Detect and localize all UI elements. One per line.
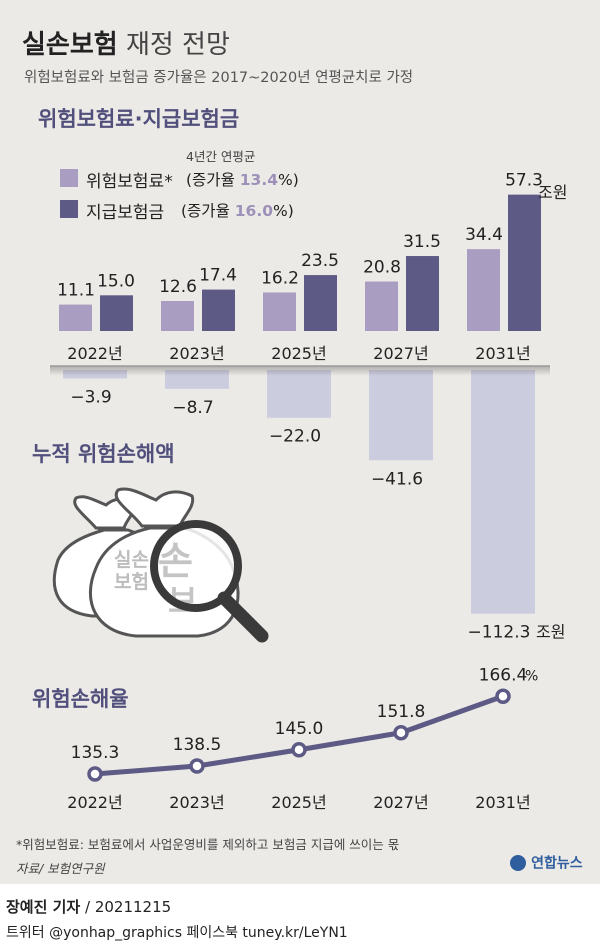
ratio-point [189, 758, 205, 774]
magnified-text-1: 손 [158, 539, 193, 583]
value-label-ratio: 151.8 [377, 702, 426, 722]
money-bag-illustration: 실손 보험 손 보 [52, 487, 269, 643]
bar-claims [406, 256, 439, 331]
loss-ratio-chart: 135.3 2022년 138.5 2023년 145.0 2025년 151.8 2027년… [67, 665, 538, 812]
bar-loss [369, 370, 433, 461]
legend-swatch-premium [60, 169, 78, 187]
avg-note: 4년간 연평균 [186, 149, 256, 164]
infographic-card: 실손보험 재정 전망 위험보험료와 보험금 증가율은 2017~2020년 연평… [0, 0, 600, 884]
legend-swatch-claims [60, 200, 78, 218]
bar-claims [100, 295, 133, 331]
category-label: 2022년 [67, 344, 122, 363]
value-label-claims: 15.0 [97, 271, 135, 291]
value-label-ratio: 166.4 [479, 665, 528, 685]
category-label: 2022년 [67, 793, 122, 812]
value-label-loss: −41.6 [371, 469, 423, 489]
value-label-ratio: 145.0 [275, 719, 324, 739]
chart-canvas: 실손 보험 손 보 11.1 15.0 2022년 12.617.4 2023년 16.2… [50, 171, 567, 812]
ratio-point [495, 688, 511, 704]
legend-label-claims: 지급보험금 [86, 203, 165, 223]
category-label: 2027년 [373, 793, 428, 812]
unit-label-premium: 조원 [538, 183, 567, 202]
publish-date: / 20211215 [80, 898, 172, 916]
premium-section-title: 위험보험료·지급보험금 [38, 107, 240, 131]
value-label-loss: −8.7 [172, 398, 213, 418]
ratio-point [87, 766, 103, 782]
bar-claims [202, 289, 235, 331]
value-label-claims: 57.3 [505, 171, 543, 191]
value-label-premium: 11.1 [57, 281, 95, 301]
value-label-premium: 34.4 [465, 225, 503, 245]
value-label-premium: 20.8 [363, 257, 401, 277]
value-label-claims: 17.4 [199, 266, 237, 286]
value-label-loss: −112.3 [468, 623, 531, 643]
bar-premium [365, 281, 398, 331]
credit-footer: 장예진 기자 / 20211215 트위터 @yonhap_graphics 페… [0, 884, 600, 946]
category-label: 2031년 [475, 793, 530, 812]
value-label-premium: 16.2 [261, 268, 299, 288]
value-label-claims: 31.5 [403, 232, 441, 252]
bar-claims [304, 275, 337, 331]
social-line: 트위터 @yonhap_graphics 페이스북 tuney.kr/LeYN1 [6, 925, 348, 941]
category-label: 2023년 [169, 793, 224, 812]
cumulative-loss-chart: −3.9 −8.7 −22.0 −41.6 −112.3 조원 [50, 365, 565, 643]
magnifier-icon: 손 보 [150, 520, 269, 643]
bar-claims [508, 194, 541, 331]
bar-loss [471, 370, 535, 614]
loss-section-title: 누적 위험손해액 [32, 442, 175, 466]
bar-loss [267, 370, 331, 418]
title-bold: 실손보험 [22, 30, 118, 60]
bar-premium [59, 304, 92, 331]
value-label-premium: 12.6 [159, 277, 197, 297]
reporter-line: 장예진 기자 / 20211215 [6, 896, 171, 917]
bag-text-line2: 보험 [114, 571, 149, 593]
bar-premium [161, 301, 194, 331]
logo-text: 연합뉴스 [531, 855, 583, 872]
title-light: 재정 전망 [125, 30, 230, 60]
subtitle: 위험보험료와 보험금 증가율은 2017~2020년 연평균치로 가정 [24, 70, 414, 86]
bar-premium [263, 292, 296, 331]
value-label-ratio: 138.5 [173, 735, 222, 755]
premium-claims-chart: 11.1 15.0 2022년 12.617.4 2023년 16.223.5 2025년 2… [57, 171, 567, 363]
category-label: 2025년 [271, 344, 326, 363]
bar-premium [467, 249, 500, 331]
unit-label-ratio: % [525, 668, 538, 684]
footnote: *위험보험료: 보험료에서 사업운영비를 제외하고 보험금 지급에 쓰이는 몫 [16, 837, 400, 852]
value-label-claims: 23.5 [301, 251, 339, 271]
source: 자료/ 보험연구원 [16, 861, 105, 876]
ratio-point [291, 742, 307, 758]
legend-growth-claims: (증가율 16.0%) [181, 202, 294, 220]
legend-label-premium: 위험보험료* [86, 172, 173, 192]
reporter-name: 장예진 기자 [6, 898, 81, 916]
legend-growth-premium: (증가율 13.4%) [186, 171, 299, 189]
logo-globe-icon [510, 854, 526, 871]
ratio-point [393, 725, 409, 741]
value-label-loss: −22.0 [269, 427, 321, 447]
category-label: 2025년 [271, 793, 326, 812]
value-label-ratio: 135.3 [71, 743, 120, 763]
value-label-loss: −3.9 [70, 387, 111, 407]
category-label: 2031년 [475, 344, 530, 363]
bag-text: 실손 보험 [114, 549, 149, 593]
ratio-section-title: 위험손해율 [32, 687, 129, 711]
page-title: 실손보험 재정 전망 [22, 24, 230, 61]
category-label: 2023년 [169, 344, 224, 363]
yonhap-logo: 연합뉴스 [510, 852, 583, 873]
bag-text-line1: 실손 [114, 549, 149, 571]
category-label: 2027년 [373, 344, 428, 363]
axis-shadow [50, 366, 550, 376]
unit-label-loss: 조원 [536, 623, 565, 642]
